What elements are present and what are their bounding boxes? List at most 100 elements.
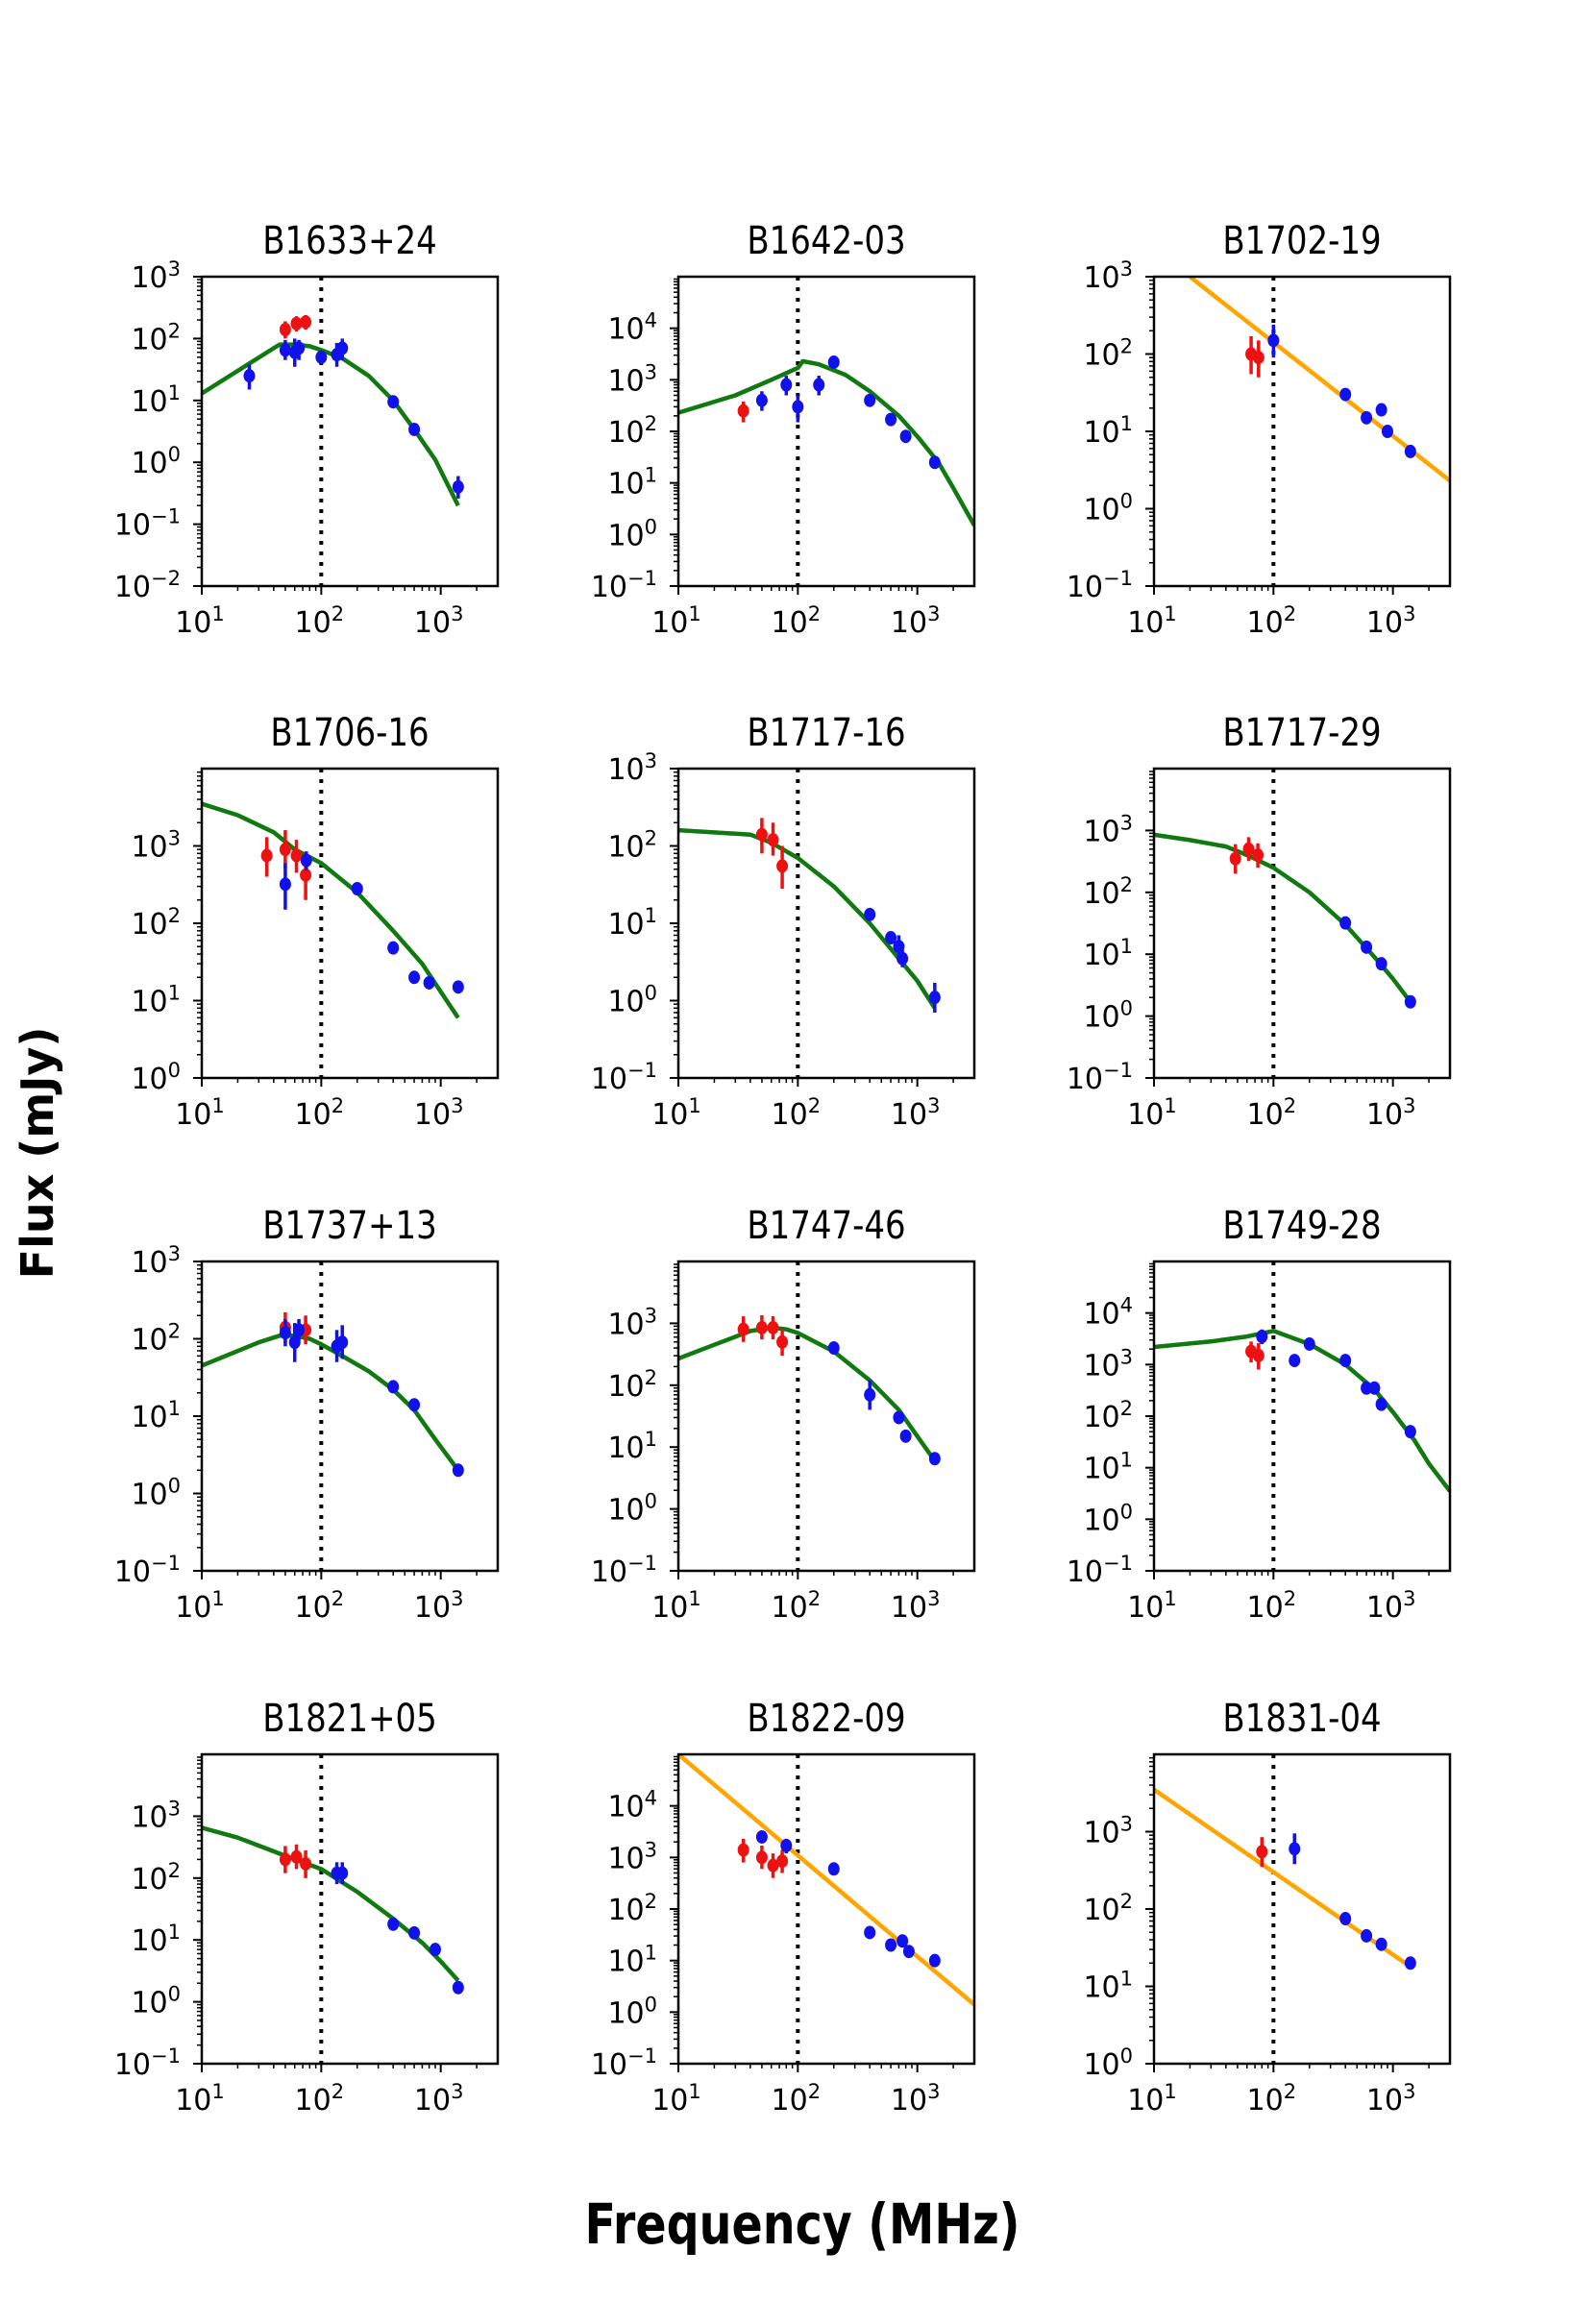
- data-point-high: [279, 1326, 291, 1340]
- panel-b1747-46: B1747-46 101 102 103 10−1 100 101 102 103: [591, 1203, 976, 1625]
- y-tick-label: 101: [131, 1397, 181, 1434]
- data-point-high: [885, 931, 897, 945]
- panel-title: B1702-19: [1222, 218, 1381, 262]
- data-point-low: [290, 1849, 303, 1864]
- panel-b1821-05: B1821+05 101 102 103 10−1 100 101 102 103: [114, 1696, 500, 2117]
- y-tick-label: 102: [131, 904, 181, 942]
- data-point-high: [928, 1953, 941, 1968]
- panel-title: B1821+05: [262, 1696, 437, 1740]
- panel-title: B1633+24: [262, 218, 437, 262]
- x-tick-label: 101: [1127, 1587, 1177, 1625]
- y-tick-label: 103: [131, 1242, 181, 1280]
- y-tick-label: 10−1: [591, 2044, 657, 2082]
- y-tick-label: 10−1: [114, 2044, 181, 2082]
- panel-frame: [676, 1752, 976, 2066]
- panel-b1822-09: B1822-09 101 102 103 10−1 100 101 102 103 104: [591, 1696, 976, 2117]
- y-tick-label: 100: [1083, 997, 1133, 1035]
- data-point-high: [896, 1934, 909, 1948]
- data-point-high: [1375, 403, 1387, 417]
- data-point-high: [755, 1829, 768, 1844]
- y-tick-label: 101: [607, 1428, 657, 1465]
- x-tick-label: 103: [414, 1094, 464, 1132]
- x-tick-label: 101: [651, 1094, 701, 1132]
- data-point-high: [1339, 916, 1352, 930]
- panel-frame: [676, 275, 976, 588]
- panel-title: B1831-04: [1222, 1696, 1381, 1740]
- panel-plot-area: [1154, 1261, 1450, 1571]
- data-point-high: [336, 1866, 349, 1880]
- data-point-low: [279, 1852, 291, 1867]
- x-tick-label: 101: [175, 1587, 225, 1625]
- data-point-low: [776, 1854, 789, 1869]
- x-tick-label: 102: [1247, 602, 1297, 640]
- panel-frame: [676, 1260, 976, 1573]
- y-tick-label: 100: [1083, 1500, 1133, 1537]
- curved-fit: [202, 1333, 460, 1472]
- panel-b1702-19: B1702-19 101 102 103 10−1 100 101 102 103: [1067, 218, 1452, 640]
- x-tick-label: 103: [1366, 1587, 1416, 1625]
- x-tick-label: 101: [175, 2080, 225, 2117]
- y-tick-label: 102: [131, 1859, 181, 1897]
- panel-plot-area: [202, 769, 464, 1078]
- data-point-low: [279, 843, 291, 857]
- x-tick-label: 101: [1127, 602, 1177, 640]
- y-tick-label: 10−1: [1067, 567, 1133, 604]
- panel-frame: [676, 767, 976, 1080]
- data-point-high: [1339, 387, 1352, 402]
- data-point-high: [928, 991, 941, 1005]
- y-tick-label: 102: [607, 1890, 657, 1927]
- y-tick-label: 101: [1083, 935, 1133, 972]
- y-tick-label: 101: [131, 1921, 181, 1958]
- data-point-high: [387, 1917, 400, 1931]
- curved-fit: [678, 827, 937, 1010]
- y-tick-label: 101: [607, 904, 657, 942]
- data-point-high: [1404, 1956, 1416, 1971]
- data-point-low: [737, 404, 749, 418]
- y-tick-label: 102: [607, 412, 657, 450]
- x-tick-label: 103: [891, 2080, 941, 2117]
- panel-plot-area: [1154, 1754, 1416, 2064]
- y-tick-label: 10−1: [1067, 1059, 1133, 1096]
- panel-title: B1706-16: [270, 710, 429, 754]
- data-point-high: [300, 853, 312, 868]
- panel-title: B1717-29: [1222, 710, 1381, 754]
- data-point-high: [408, 970, 421, 985]
- data-point-high: [780, 1838, 793, 1852]
- x-tick-label: 103: [414, 2080, 464, 2117]
- x-tick-label: 101: [651, 2080, 701, 2117]
- y-tick-label: 101: [131, 982, 181, 1019]
- y-tick-label: 10−1: [114, 1552, 181, 1589]
- x-tick-label: 102: [772, 2080, 822, 2117]
- curved-fit: [678, 358, 974, 527]
- panel-plot-area: [202, 277, 464, 586]
- data-point-high: [899, 429, 912, 444]
- y-tick-label: 102: [131, 319, 181, 356]
- data-point-low: [776, 1334, 789, 1349]
- y-tick-label: 102: [607, 827, 657, 865]
- data-point-high: [452, 479, 464, 494]
- y-tick-label: 100: [1083, 490, 1133, 527]
- data-point-high: [928, 455, 941, 470]
- data-point-high: [1339, 1354, 1352, 1368]
- data-point-low: [737, 1322, 749, 1336]
- data-point-high: [864, 393, 876, 407]
- data-point-low: [1242, 842, 1255, 856]
- panel-b1737-13: B1737+13 101 102 103 10−1 100 101 102 103: [114, 1203, 500, 1625]
- figure-ylabel: Flux (mJy): [12, 1027, 63, 1280]
- power-law-fit: [678, 1754, 974, 2007]
- data-point-high: [293, 1323, 306, 1337]
- data-point-high: [279, 877, 291, 892]
- y-tick-label: 101: [131, 381, 181, 419]
- data-point-high: [336, 341, 349, 355]
- data-point-low: [767, 1858, 779, 1873]
- data-point-high: [928, 1452, 941, 1466]
- panel-frame: [1152, 1752, 1452, 2066]
- data-point-high: [452, 1463, 464, 1478]
- y-tick-label: 100: [131, 1475, 181, 1512]
- data-point-low: [1229, 851, 1241, 866]
- data-point-high: [813, 378, 825, 392]
- figure-xlabel: Frequency (MHz): [584, 2191, 1019, 2257]
- y-tick-label: 10−1: [114, 505, 181, 543]
